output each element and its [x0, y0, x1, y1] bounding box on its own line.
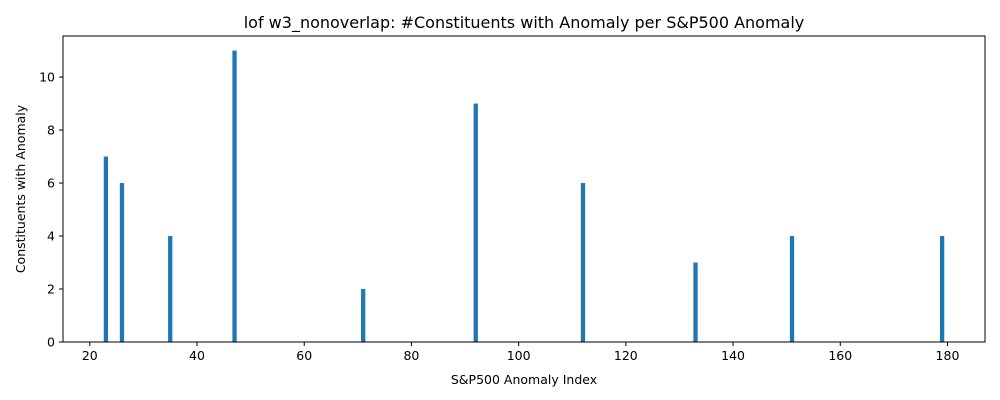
y-tick-label: 2: [47, 282, 55, 297]
chart-title: lof w3_nonoverlap: #Constituents with An…: [244, 13, 805, 33]
y-tick-label: 10: [39, 70, 55, 85]
x-tick-label: 60: [296, 348, 312, 363]
bar-26: [119, 183, 125, 342]
y-tick-label: 0: [47, 335, 55, 350]
y-tick-label: 4: [47, 229, 55, 244]
bar-179: [939, 236, 945, 342]
bar-151: [789, 236, 795, 342]
plot-frame: [62, 35, 986, 343]
x-tick-label: 140: [721, 348, 745, 363]
x-tick-label: 120: [614, 348, 638, 363]
y-axis-ticks: 0 2 4 6 8 10: [39, 70, 63, 350]
y-tick-label: 8: [47, 123, 55, 138]
x-tick-label: 160: [828, 348, 852, 363]
bars-group: [103, 50, 945, 342]
y-tick-label: 6: [47, 176, 55, 191]
x-tick-label: 100: [507, 348, 531, 363]
bar-112: [580, 183, 586, 342]
x-tick-label: 20: [82, 348, 98, 363]
x-axis-label: S&P500 Anomaly Index: [451, 372, 597, 387]
x-tick-label: 80: [403, 348, 419, 363]
bar-71: [361, 289, 366, 342]
x-tick-label: 40: [189, 348, 205, 363]
bar-23: [103, 156, 109, 342]
bar-133: [693, 262, 698, 342]
bar-35: [168, 236, 173, 342]
y-axis-label: Constituents with Anomaly: [13, 104, 28, 273]
x-axis-ticks: 20 40 60 80 100 120 140 160 180: [82, 342, 960, 363]
x-tick-label: 180: [936, 348, 960, 363]
bar-92: [473, 103, 478, 342]
bar-47: [232, 50, 237, 342]
